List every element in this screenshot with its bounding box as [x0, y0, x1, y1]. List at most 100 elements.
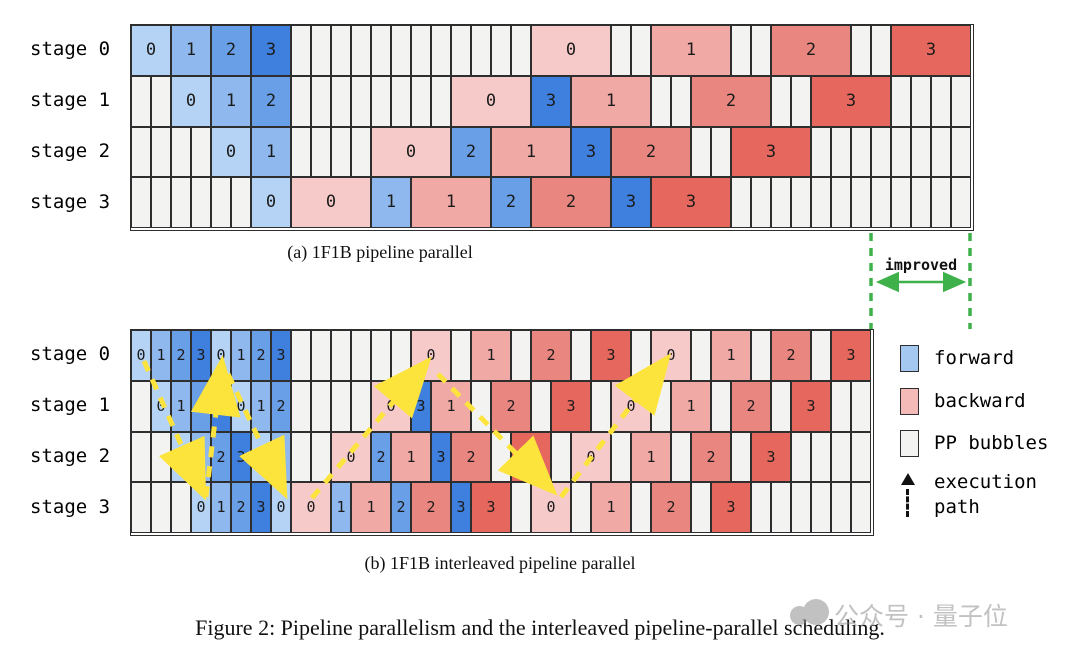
- bubble-cell: [411, 25, 431, 76]
- bubble-cell: [131, 431, 151, 483]
- bubble-cell: [771, 482, 791, 533]
- bubble-cell: [831, 126, 851, 178]
- forward-cell-3: 3: [251, 25, 291, 76]
- backward-cell-3: 3: [751, 431, 791, 483]
- forward-cell-2: 2: [211, 431, 231, 483]
- forward-cell-0: 0: [251, 177, 291, 228]
- backward-cell-3: 3: [811, 75, 891, 127]
- backward-cell-2: 2: [771, 25, 851, 76]
- backward-cell-3: 3: [831, 330, 871, 381]
- backward-cell-2: 2: [691, 431, 731, 483]
- bubble-cell: [371, 75, 391, 127]
- bubble-cell: [151, 126, 171, 178]
- forward-cell-0: 0: [211, 330, 231, 381]
- bubble-cell: [571, 482, 591, 533]
- backward-cell-2: 2: [731, 380, 771, 432]
- bubble-cell: [771, 75, 791, 127]
- bubble-cell: [911, 177, 931, 228]
- backward-cell-2: 2: [491, 380, 531, 432]
- backward-cell-2: 2: [411, 482, 451, 533]
- backward-cell-1: 1: [711, 330, 751, 381]
- bubble-cell: [211, 177, 231, 228]
- backward-cell-0: 0: [371, 126, 451, 178]
- bubble-cell: [391, 330, 411, 381]
- bubble-cell: [331, 126, 351, 178]
- backward-cell-0: 0: [291, 177, 371, 228]
- bubble-cell: [131, 380, 151, 432]
- bubble-cell: [911, 75, 931, 127]
- forward-cell-0: 0: [191, 482, 211, 533]
- forward-cell-0: 0: [171, 75, 211, 127]
- backward-cell-0: 0: [531, 482, 571, 533]
- forward-cell-3: 3: [271, 330, 291, 381]
- bubble-cell: [791, 177, 811, 228]
- bubble-cell: [131, 75, 151, 127]
- bubble-cell: [951, 75, 971, 127]
- bubble-cell: [851, 482, 871, 533]
- bubble-cell: [331, 75, 351, 127]
- bubble-cell: [551, 431, 571, 483]
- bubble-cell: [171, 482, 191, 533]
- stage-label-2: stage 2: [30, 139, 111, 162]
- bubble-cell: [851, 25, 871, 76]
- forward-cell-3: 3: [531, 75, 571, 127]
- bubble-cell: [691, 482, 711, 533]
- bubble-cell: [491, 431, 511, 483]
- bubble-cell: [471, 380, 491, 432]
- bubble-cell: [291, 330, 311, 381]
- bubble-cell: [811, 482, 831, 533]
- bubble-cell: [951, 126, 971, 178]
- bubble-cell: [431, 75, 451, 127]
- backward-cell-3: 3: [711, 482, 751, 533]
- bubble-cell: [871, 177, 891, 228]
- forward-cell-2: 2: [251, 75, 291, 127]
- watermark-text: 公众号 · 量子位: [834, 602, 1008, 631]
- bubble-cell: [191, 126, 211, 178]
- bubble-cell: [831, 482, 851, 533]
- bubble-cell: [711, 126, 731, 178]
- forward-cell-2: 2: [451, 126, 491, 178]
- bubble-cell: [391, 25, 411, 76]
- stage-label-2: stage 2: [30, 444, 111, 467]
- backward-cell-3: 3: [791, 380, 831, 432]
- watermark-logo-icon: [803, 599, 829, 625]
- forward-cell-3: 3: [611, 177, 651, 228]
- bubble-cell: [311, 25, 331, 76]
- legend-backward-swatch: [900, 388, 919, 415]
- bubble-cell: [511, 25, 531, 76]
- backward-cell-3: 3: [891, 25, 971, 76]
- bubble-cell: [831, 177, 851, 228]
- caption-b: (b) 1F1B interleaved pipeline parallel: [364, 553, 636, 573]
- forward-cell-0: 0: [271, 482, 291, 533]
- bubble-cell: [871, 126, 891, 178]
- forward-cell-2: 2: [391, 482, 411, 533]
- legend-forward-swatch: [900, 345, 919, 372]
- bubble-cell: [931, 177, 951, 228]
- backward-cell-3: 3: [651, 177, 731, 228]
- bubble-cell: [311, 75, 331, 127]
- backward-cell-1: 1: [491, 126, 571, 178]
- backward-cell-2: 2: [691, 75, 771, 127]
- bubble-cell: [491, 25, 511, 76]
- bubble-cell: [731, 431, 751, 483]
- backward-cell-0: 0: [571, 431, 611, 483]
- forward-cell-3: 3: [231, 431, 251, 483]
- stage-label-1: stage 1: [30, 394, 111, 417]
- forward-cell-3: 3: [251, 482, 271, 533]
- backward-cell-0: 0: [411, 330, 451, 381]
- forward-cell-2: 2: [491, 177, 531, 228]
- legend-execution-label-line1: execution: [934, 471, 1037, 493]
- forward-cell-0: 0: [251, 431, 271, 483]
- bubble-cell: [791, 482, 811, 533]
- stage-label-0: stage 0: [30, 38, 111, 61]
- bubble-cell: [151, 431, 171, 483]
- forward-cell-0: 0: [211, 126, 251, 178]
- forward-cell-0: 0: [171, 431, 191, 483]
- bubble-cell: [751, 177, 771, 228]
- watermark: 公众号 · 量子位: [790, 597, 1008, 633]
- bubble-cell: [891, 75, 911, 127]
- bubble-cell: [671, 431, 691, 483]
- backward-cell-0: 0: [531, 25, 611, 76]
- bubble-cell: [851, 126, 871, 178]
